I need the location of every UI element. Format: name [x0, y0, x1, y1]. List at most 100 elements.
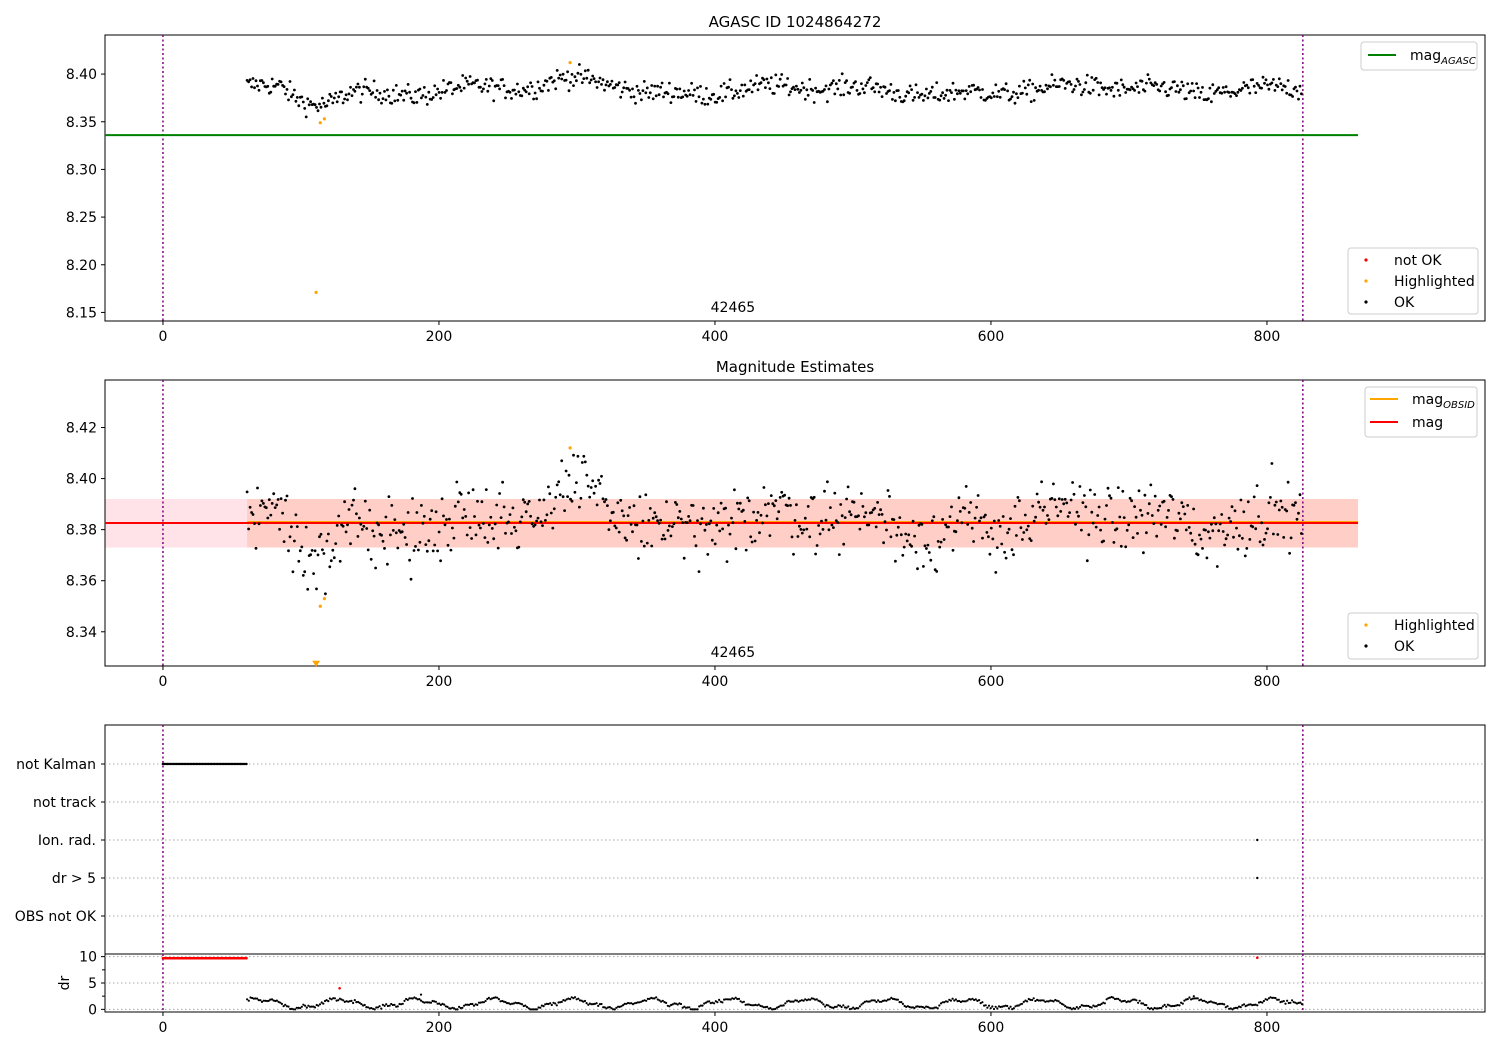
ok-point — [408, 558, 411, 562]
ok-point — [1068, 511, 1071, 514]
ok-point — [564, 78, 568, 82]
ok-point — [1074, 84, 1077, 88]
dr-point — [1247, 1003, 1251, 1006]
dr-point — [820, 1001, 823, 1004]
dr-point — [436, 1002, 439, 1005]
dr-point — [333, 997, 336, 1000]
dr-point — [873, 999, 876, 1002]
dr-point — [1181, 1002, 1184, 1005]
ok-point — [622, 514, 626, 518]
ok-point — [329, 95, 333, 98]
ok-point — [789, 504, 792, 507]
ok-point — [734, 547, 738, 551]
ok-point — [731, 521, 735, 524]
dr-point — [835, 1005, 838, 1008]
dr-point — [320, 1001, 323, 1004]
dr-point — [572, 997, 575, 1000]
dr-point — [855, 1007, 858, 1010]
ok-point — [575, 481, 578, 484]
ok-point — [1149, 483, 1153, 487]
ok-point — [356, 535, 360, 538]
legend-entry-label: Highlighted — [1394, 274, 1475, 290]
dr-point — [1199, 998, 1203, 1001]
ok-point — [824, 518, 828, 522]
dr-point — [1100, 1002, 1103, 1006]
ok-point — [1131, 536, 1135, 539]
ok-point — [1134, 81, 1138, 85]
legend-entry-label: OK — [1394, 295, 1415, 311]
ok-point — [1075, 77, 1079, 81]
ok-point — [542, 83, 546, 87]
ok-point — [1062, 502, 1066, 506]
ok-point — [663, 537, 667, 541]
ok-point — [933, 96, 937, 99]
ok-point — [1201, 547, 1204, 550]
ok-point — [502, 84, 506, 87]
ok-point — [944, 93, 947, 97]
ok-point — [1279, 499, 1283, 503]
ok-point — [1062, 79, 1066, 82]
ok-point — [802, 528, 806, 532]
dr-point — [779, 1004, 782, 1007]
ok-point — [1044, 83, 1048, 87]
ok-point — [1254, 527, 1258, 531]
ok-point — [1229, 95, 1232, 98]
ok-point — [349, 85, 352, 89]
ok-point — [523, 500, 527, 504]
ok-point — [290, 95, 293, 99]
dr-point — [1209, 1000, 1212, 1003]
ok-point — [787, 496, 791, 500]
ok-point — [513, 88, 516, 92]
x-tick-label: 200 — [426, 674, 453, 690]
ok-point — [795, 503, 798, 507]
ok-point — [629, 95, 633, 99]
ok-point — [628, 506, 631, 509]
ok-point — [422, 514, 426, 518]
ok-point — [703, 528, 707, 532]
dr-point — [602, 1006, 605, 1009]
ok-point — [1236, 547, 1240, 551]
ok-point — [402, 522, 406, 526]
ok-point — [793, 88, 797, 91]
ok-point — [957, 89, 961, 93]
ok-point — [713, 542, 717, 546]
ok-point — [802, 86, 806, 90]
dr-point — [888, 998, 891, 1001]
ok-point — [1193, 96, 1197, 99]
ok-point — [301, 574, 305, 577]
ok-point — [635, 523, 639, 527]
dr-point — [534, 1008, 537, 1011]
ok-point — [873, 90, 877, 94]
ok-point — [969, 90, 973, 94]
dr-point — [277, 1000, 280, 1004]
ok-point — [1137, 489, 1141, 493]
ok-point — [375, 521, 379, 525]
dr-point — [580, 999, 583, 1002]
dr-point — [598, 1003, 602, 1006]
ok-point — [1273, 89, 1277, 92]
ok-point — [960, 521, 964, 525]
ok-point — [997, 89, 1001, 93]
dr-point — [923, 1006, 926, 1010]
dr-point — [259, 999, 262, 1002]
ok-point — [578, 505, 581, 509]
ok-point — [1181, 505, 1185, 508]
ok-point — [328, 565, 332, 569]
dr-point — [280, 1002, 283, 1006]
dr-point — [807, 998, 810, 1001]
dr-point — [877, 999, 880, 1002]
ok-point — [400, 89, 404, 93]
y-tick-label: 8.30 — [66, 162, 97, 178]
dr-point — [1042, 999, 1045, 1002]
ok-point — [1147, 77, 1151, 81]
dr-point — [726, 998, 729, 1001]
ok-point — [860, 492, 863, 495]
ok-point — [284, 498, 287, 502]
ok-point — [504, 531, 507, 535]
ok-point — [1069, 83, 1073, 86]
dr-point — [1244, 1005, 1247, 1008]
ok-point — [490, 527, 494, 530]
legend-entry-subscript: AGASC — [1440, 56, 1476, 67]
ok-point — [467, 82, 470, 86]
dr-point — [961, 1000, 964, 1003]
